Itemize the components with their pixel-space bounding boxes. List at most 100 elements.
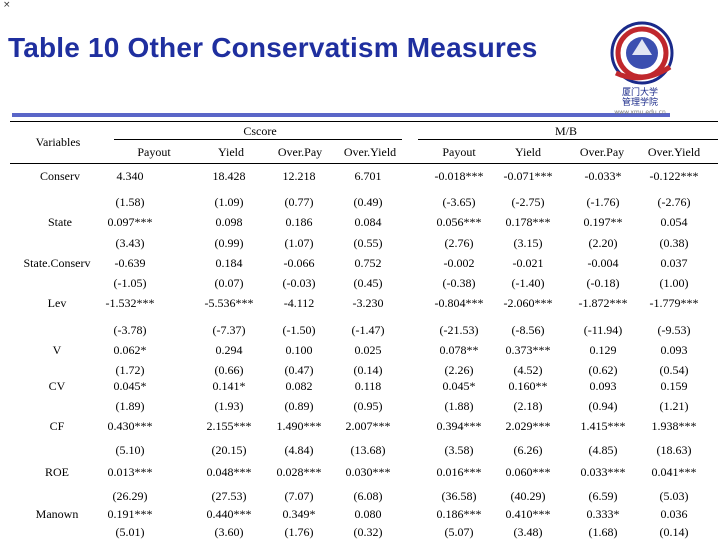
row-label: CF [49,419,65,433]
table-cell: (0.38) [659,236,689,250]
logo-text: 厦门大学 管理学院 www.xmu.edu.cn [606,88,674,118]
table-cell: 0.410*** [505,507,551,521]
table-cell: (26.29) [112,489,148,503]
table-cell: 0.159 [660,379,688,393]
table-cell: 0.082 [285,379,313,393]
table-cell: (0.32) [353,525,383,539]
table-cell: 0.045* [113,379,147,393]
table-cell: 0.048*** [206,465,252,479]
table-cell: 0.191*** [107,507,153,521]
table-cell: (3.43) [115,236,145,250]
table-cell: (0.45) [353,276,383,290]
table-cell: 0.060*** [505,465,551,479]
table-cell: 0.430*** [107,419,153,433]
header-col: Over.Yield [647,145,701,159]
logo-name-site: 管理学院 [621,98,658,108]
table-cell: (13.68) [350,443,386,457]
table-cell: 0.440*** [206,507,252,521]
table-cell: 0.036 [660,507,688,521]
row-label: Manown [35,507,79,521]
table-cell: 0.054 [660,215,688,229]
corner-mark: × [3,0,11,10]
table-cell: (-2.75) [511,195,545,209]
table-cell: (5.01) [115,525,145,539]
table-cell: (-21.53) [439,323,479,337]
table-cell: -1.872*** [578,296,628,310]
header-col: Payout [137,145,171,159]
table-cell: 0.093 [660,343,688,357]
table-cell: 4.340 [116,169,144,183]
table-cell: (6.59) [588,489,618,503]
table-cell: 0.186 [285,215,313,229]
header-group-mb: M/B [554,124,577,138]
table-cell: (1.00) [659,276,689,290]
table-cell: (0.66) [214,363,244,377]
table-cell: 0.013*** [107,465,153,479]
table-cell: (1.72) [115,363,145,377]
table-cell: (-1.40) [511,276,545,290]
table-cell: (-1.05) [113,276,147,290]
table-cell: (27.53) [211,489,247,503]
table-cell: -5.536*** [204,296,254,310]
table-cell: 6.701 [354,169,382,183]
table-cell: (-1.76) [586,195,620,209]
table-cell: 0.093 [589,379,617,393]
header-col: Yield [218,145,244,159]
table-cell: -0.021 [512,256,544,270]
table-cell: 0.028*** [276,465,322,479]
table-cell: (-1.47) [351,323,385,337]
header-col: Over.Pay [277,145,323,159]
table-cell: -0.033* [584,169,622,183]
table-cell: 0.141* [212,379,246,393]
table-cell: (40.29) [510,489,546,503]
table-cell: (-11.94) [583,323,623,337]
table-cell: (5.03) [659,489,689,503]
table-cell: -4.112 [283,296,315,310]
row-label: State.Conserv [23,256,91,270]
table-cell: (2.26) [444,363,474,377]
table-cell: (-1.50) [282,323,316,337]
table-cell: 2.029*** [505,419,551,433]
table-cell: (5.10) [115,443,145,457]
table-cell: 0.118 [354,379,382,393]
table-cell: 0.025 [354,343,382,357]
table-cell: (0.14) [353,363,383,377]
table-cell: (-3.65) [442,195,476,209]
title-rule [12,113,670,117]
table-cell: (0.47) [284,363,314,377]
table-cell: (1.76) [284,525,314,539]
header-variables: Variables [35,135,81,149]
table-cell: (18.63) [656,443,692,457]
table-cell: (1.93) [214,399,244,413]
table-cell: 0.373*** [505,343,551,357]
table-cell: (0.94) [588,399,618,413]
table-cell: (-0.18) [586,276,620,290]
table-cell: 2.155*** [206,419,252,433]
table-cell: 0.084 [354,215,382,229]
table-cell: (0.14) [659,525,689,539]
top-rule [10,121,718,122]
row-label: State [48,215,72,229]
table-cell: (0.07) [214,276,244,290]
table-cell: (0.95) [353,399,383,413]
table-cell: 0.098 [215,215,243,229]
table-cell: (6.08) [353,489,383,503]
table-cell: 0.294 [215,343,243,357]
table-cell: (6.26) [513,443,543,457]
table-cell: (1.89) [115,399,145,413]
table-cell: 0.333* [586,507,620,521]
header-col: Yield [515,145,541,159]
table-cell: 0.160** [508,379,548,393]
table-cell: -0.002 [443,256,475,270]
table-cell: -3.230 [352,296,384,310]
table-cell: (3.15) [513,236,543,250]
table-cell: 0.097*** [107,215,153,229]
table-cell: 0.056*** [436,215,482,229]
table-cell: (20.15) [211,443,247,457]
table-cell: (-2.76) [657,195,691,209]
table-cell: (1.21) [659,399,689,413]
table-cell: (4.52) [513,363,543,377]
table-cell: 0.030*** [345,465,391,479]
table-cell: (1.68) [588,525,618,539]
table-cell: 0.080 [354,507,382,521]
